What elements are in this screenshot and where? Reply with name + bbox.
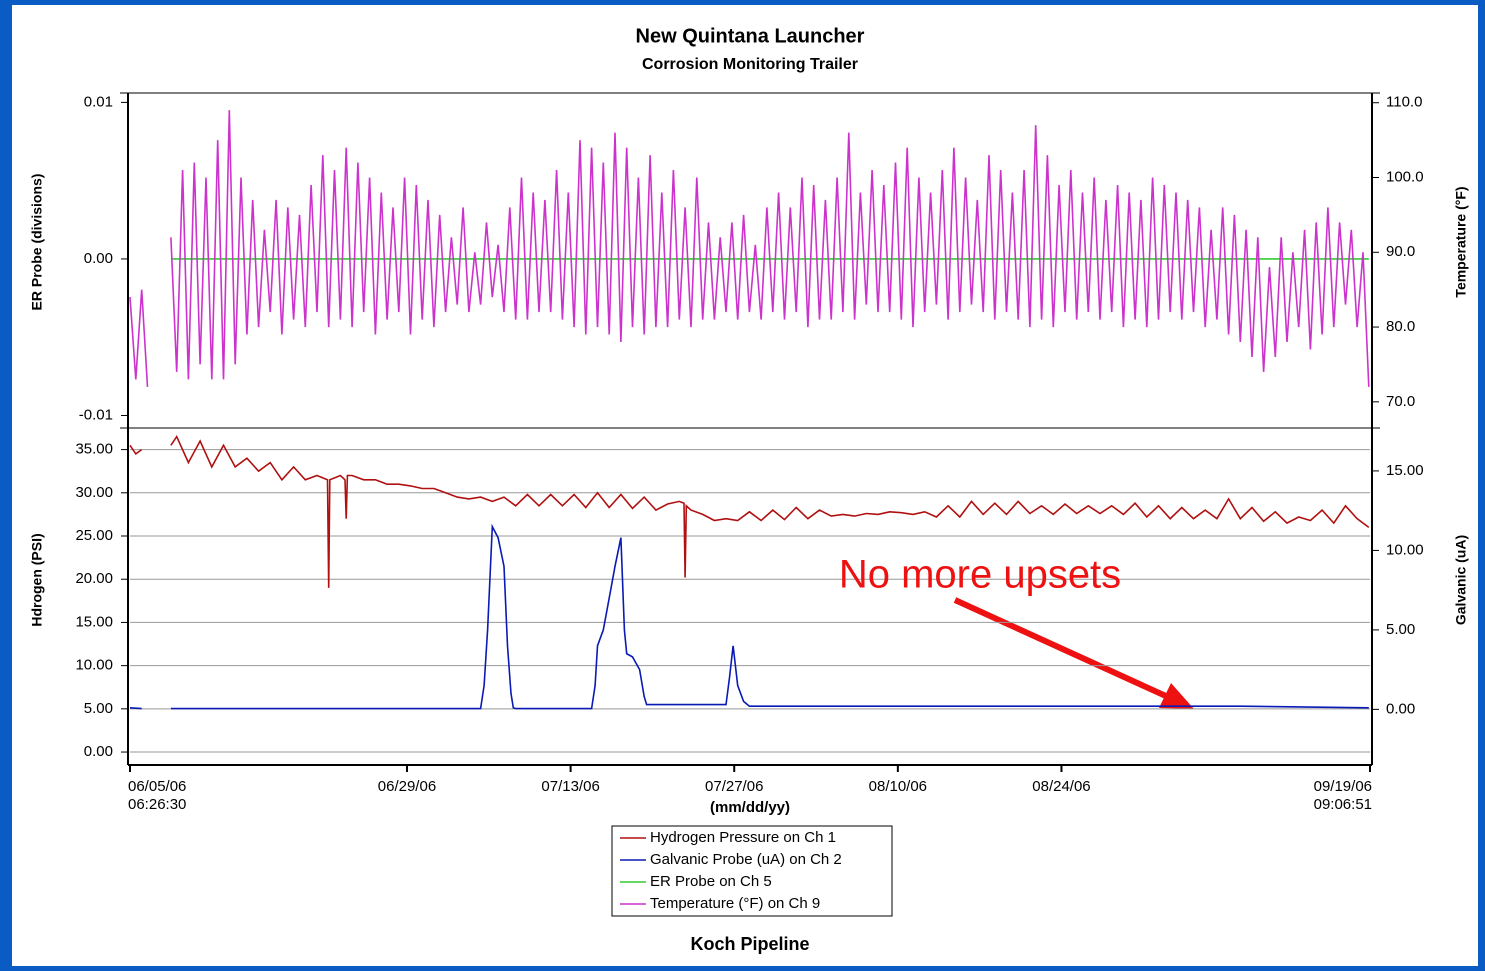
y2-tick-label: 100.0	[1386, 168, 1424, 185]
legend-label: Temperature (°F) on Ch 9	[650, 895, 820, 912]
legend-label: Galvanic Probe (uA) on Ch 2	[650, 851, 842, 868]
y2-tick-label: 80.0	[1386, 318, 1415, 335]
y-axis-label: Hdrogen (PSI)	[29, 533, 45, 626]
slide	[12, 5, 1478, 966]
legend-label: Hydrogen Pressure on Ch 1	[650, 829, 836, 846]
arrow-head	[1159, 683, 1194, 709]
x-tick-label: 06/29/06	[377, 778, 437, 795]
y2-axis-label: Galvanic (uA)	[1453, 535, 1469, 625]
chart-subtitle: Corrosion Monitoring Trailer	[642, 56, 858, 73]
series-line	[129, 110, 1370, 387]
legend-box	[611, 825, 893, 917]
x-tick-label: 07/13/06	[541, 778, 600, 795]
x-axis-label: (mm/dd/yy)	[710, 799, 790, 816]
y-tick-label: 15.00	[75, 613, 113, 630]
y-tick-label: 10.00	[75, 657, 113, 674]
x-tick-label: 09/19/06 09:06:51	[1313, 778, 1372, 813]
x-tick-label: 07/27/06	[705, 778, 764, 795]
y2-tick-label: 0.00	[1386, 700, 1415, 717]
footer: Koch Pipeline	[690, 934, 809, 954]
y-tick-label: 0.01	[84, 93, 113, 110]
y-tick-label: 0.00	[84, 250, 113, 267]
annotation: No more upsets	[839, 553, 1121, 597]
y-tick-label: 35.00	[75, 441, 113, 458]
y-tick-label: 20.00	[75, 570, 113, 587]
series-line	[129, 434, 1370, 588]
legend-label: ER Probe on Ch 5	[650, 873, 772, 890]
y2-axis-label: Temperature (°F)	[1453, 186, 1469, 297]
y2-tick-label: 5.00	[1386, 621, 1415, 638]
y-tick-label: 5.00	[84, 700, 113, 717]
y-tick-label: 30.00	[75, 484, 113, 501]
chart-title: New Quintana Launcher	[636, 25, 865, 47]
arrow-shaft	[953, 597, 1170, 700]
y-axis-label: ER Probe (divisions)	[29, 174, 45, 311]
y2-tick-label: 10.00	[1386, 541, 1424, 558]
y2-tick-label: 70.0	[1386, 393, 1415, 410]
x-tick-label: 06/05/06 06:26:30	[128, 778, 187, 813]
y2-tick-label: 110.0	[1386, 94, 1422, 111]
y2-tick-label: 15.00	[1386, 462, 1424, 479]
x-tick-label: 08/24/06	[1032, 778, 1091, 795]
series-line	[129, 523, 1369, 710]
y2-tick-label: 90.0	[1386, 243, 1415, 260]
x-tick-label: 08/10/06	[868, 778, 928, 795]
y-tick-label: -0.01	[79, 406, 113, 423]
y-tick-label: 0.00	[84, 743, 113, 760]
y-tick-label: 25.00	[75, 527, 113, 544]
